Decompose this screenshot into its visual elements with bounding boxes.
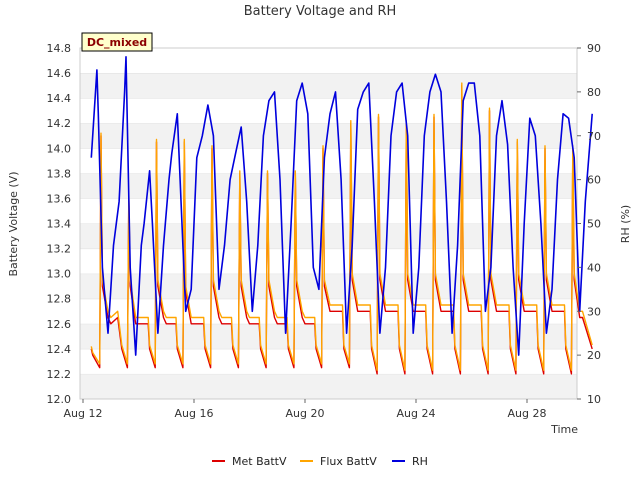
y-tick-label: 14.0 [47,142,72,155]
grid-band [80,98,577,124]
grid-band [80,148,577,174]
legend-label: Met BattV [232,455,287,468]
x-tick-label: Aug 16 [175,407,214,420]
y-tick-label: 14.6 [47,67,72,80]
grid-band [80,323,577,349]
y-tick-label: 12.0 [47,393,72,406]
y-tick-label: 14.2 [47,117,72,130]
grid-band [80,348,577,374]
grid-band [80,48,577,74]
y-tick-label: 13.4 [47,218,72,231]
y-tick-label: 12.4 [47,343,72,356]
grid-band [80,198,577,224]
right-axis-ticks: 10 20 30 40 50 60 70 80 90 [577,42,601,406]
legend-label: Flux BattV [320,455,377,468]
series-flux-battv [90,82,593,371]
x-tick-label: Aug 12 [64,407,103,420]
badge-label: DC_mixed [87,36,147,49]
y-tick-label: 14.8 [47,42,72,55]
y2-tick-label: 50 [587,218,601,231]
legend-label: RH [412,455,428,468]
chart-title: Battery Voltage and RH [244,4,397,19]
x-tick-label: Aug 24 [397,407,436,420]
y-tick-label: 13.8 [47,167,72,180]
y-tick-label: 12.8 [47,293,72,306]
y-tick-label: 12.2 [47,368,72,381]
y-tick-label: 14.4 [47,92,72,105]
y2-tick-label: 90 [587,42,601,55]
y-tick-label: 12.6 [47,318,72,331]
x-axis-label: Time [550,423,578,436]
y2-tick-label: 80 [587,86,601,99]
y-axis-label: Battery Voltage (V) [7,171,20,276]
grid-band [80,73,577,99]
y2-tick-label: 60 [587,174,601,187]
series-layer [90,55,593,375]
y2-tick-label: 40 [587,261,601,274]
x-tick-label: Aug 28 [508,407,547,420]
grid-band [80,373,577,399]
dc-mixed-badge: DC_mixed [81,32,153,52]
y-tick-label: 13.6 [47,192,72,205]
grid-band [80,173,577,199]
badge-box [81,32,153,52]
y2-tick-label: 70 [587,130,601,143]
legend: Met BattV Flux BattV RH [212,455,428,468]
y-tick-label: 13.0 [47,268,72,281]
left-axis-ticks: 12.0 12.2 12.4 12.6 12.8 13.0 13.2 13.4 13.6 13.8… [47,42,72,406]
y-tick-label: 13.2 [47,243,72,256]
y2-tick-label: 10 [587,393,601,406]
x-axis-ticks: Aug 12 Aug 16 Aug 20 Aug 24 Aug 28 [64,399,547,420]
x-tick-label: Aug 20 [286,407,325,420]
y2-tick-label: 20 [587,349,601,362]
series-rh [90,55,593,356]
grid-band [80,223,577,249]
y2-tick-label: 30 [587,305,601,318]
y2-axis-label: RH (%) [619,205,632,243]
